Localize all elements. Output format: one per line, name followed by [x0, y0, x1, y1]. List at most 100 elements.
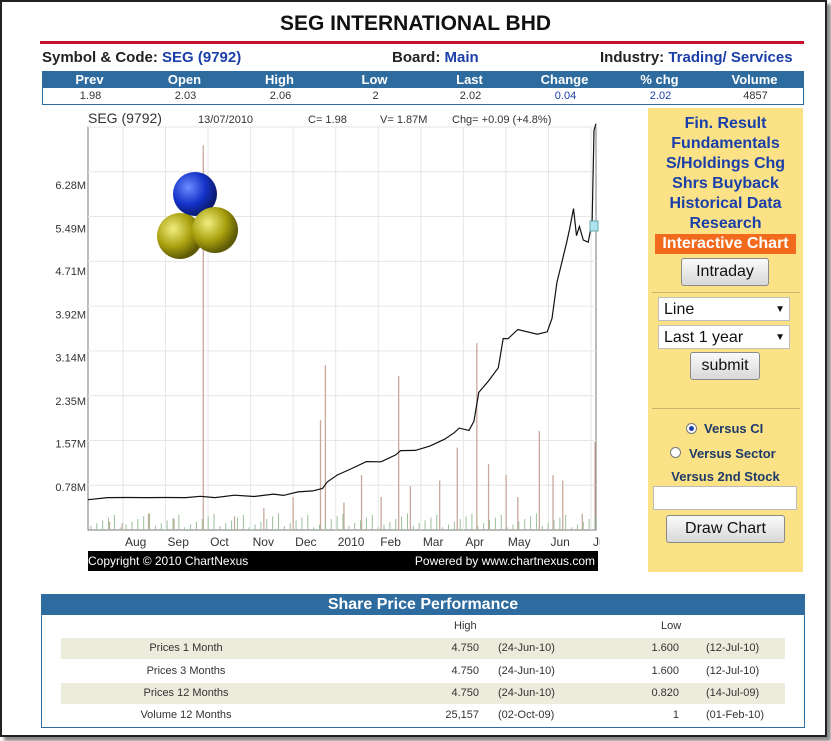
x-tick-label: Mar — [423, 535, 444, 549]
quote-header-volume: Volume — [731, 72, 778, 87]
link-shareholdings-change[interactable]: S/Holdings Chg — [665, 155, 786, 172]
last-price-marker — [589, 220, 599, 232]
chart-symbol: SEG (9792) — [88, 110, 162, 126]
quote-header-prev: Prev — [75, 72, 104, 87]
quote-last: 2.02 — [459, 90, 482, 102]
row-label: Prices 3 Months — [146, 665, 226, 677]
chevron-down-icon: ▼ — [775, 332, 785, 343]
board-label: Board: — [392, 49, 441, 66]
row-high-date: (24-Jun-10) — [498, 687, 555, 699]
link-fin-result[interactable]: Fin. Result — [684, 115, 767, 132]
quote-header-high: High — [265, 72, 294, 87]
row-high-date: (24-Jun-10) — [498, 642, 555, 654]
row-low-date: (14-Jul-09) — [706, 687, 760, 699]
x-tick-label: Jul — [593, 535, 600, 549]
high-column-header: High — [454, 620, 477, 632]
x-tick-label: Aug — [125, 535, 146, 549]
sidebar-divider-2 — [652, 408, 800, 409]
chart-type-value: Line — [664, 301, 695, 318]
versus-sector-radio[interactable] — [670, 447, 681, 458]
volume-tick-label: 2.35M — [55, 396, 86, 408]
quote-low: 2 — [372, 90, 379, 102]
submit-button[interactable]: submit — [690, 352, 760, 380]
x-tick-label: Oct — [210, 535, 229, 549]
row-high: 4.750 — [451, 665, 479, 677]
symbol-label: Symbol & Code: — [42, 49, 158, 66]
x-axis: Aug Sep Oct Nov Dec 2010 Feb Mar Apr May Jun Jul — [125, 535, 600, 549]
row-low-date: (12-Jul-10) — [706, 665, 760, 677]
row-low-date: (12-Jul-10) — [706, 642, 760, 654]
quote-header-last: Last — [456, 72, 483, 87]
link-historical-data[interactable]: Historical Data — [669, 195, 782, 212]
share-price-performance: Share Price Performance High Low Prices … — [41, 594, 805, 728]
table-row: Prices 3 Months 4.750 (24-Jun-10) 1.600 … — [61, 661, 785, 682]
link-fundamentals[interactable]: Fundamentals — [671, 135, 780, 152]
quote-header: Prev Open High Low Last Change % chg Vol… — [42, 71, 804, 88]
quote-pct-chg: 2.02 — [649, 90, 672, 102]
volume-tick-label: 5.49M — [55, 223, 86, 235]
chart-date: 13/07/2010 — [198, 114, 253, 126]
x-tick-label: Feb — [380, 535, 401, 549]
x-tick-label: May — [508, 535, 531, 549]
logo-blue-ball — [173, 172, 217, 216]
quote-change: 0.04 — [554, 90, 577, 102]
row-high-date: (02-Oct-09) — [498, 709, 555, 721]
row-low: 1.600 — [651, 642, 679, 654]
table-row: Prices 1 Month 4.750 (24-Jun-10) 1.600 (… — [61, 638, 785, 659]
intraday-button[interactable]: Intraday — [681, 258, 769, 286]
chart-change: Chg= +0.09 (+4.8%) — [452, 114, 551, 126]
row-high: 4.750 — [451, 642, 479, 654]
second-stock-input[interactable] — [653, 486, 797, 510]
industry-value: Trading/ Services — [668, 49, 793, 66]
chart-copyright: Copyright © 2010 ChartNexus — [88, 554, 248, 568]
link-research[interactable]: Research — [689, 215, 762, 232]
volume-tick-label: 3.92M — [55, 310, 86, 322]
symbol-info: Symbol & Code: SEG (9792) — [42, 49, 241, 66]
chevron-down-icon: ▼ — [775, 304, 785, 315]
table-row: Prices 12 Months 4.750 (24-Jun-10) 0.820… — [61, 683, 785, 704]
quote-open: 2.03 — [174, 90, 197, 102]
industry-label: Industry: — [600, 49, 665, 66]
row-label: Volume 12 Months — [140, 709, 232, 721]
link-interactive-chart[interactable]: Interactive Chart — [655, 234, 796, 254]
x-tick-label: Apr — [465, 535, 484, 549]
chart-powered-by: Powered by www.chartnexus.com — [415, 554, 595, 568]
sidebar-divider-1 — [652, 292, 800, 293]
period-value: Last 1 year — [664, 329, 744, 346]
row-low: 1 — [672, 709, 679, 721]
board-value: Main — [444, 49, 479, 66]
row-label: Prices 1 Month — [149, 642, 223, 654]
quote-high: 2.06 — [269, 90, 292, 102]
draw-chart-button[interactable]: Draw Chart — [666, 515, 785, 543]
row-high: 25,157 — [445, 709, 479, 721]
quote-header-low: Low — [361, 72, 388, 87]
versus-sector-label: Versus Sector — [689, 446, 776, 461]
x-tick-label: Jun — [550, 535, 569, 549]
x-tick-label: Nov — [253, 535, 274, 549]
chart-type-select[interactable]: Line ▼ — [658, 297, 790, 321]
volume-axis: 6.28M 5.49M 4.71M 3.92M 3.14M 2.35M 1.57M 0.78M — [55, 180, 86, 494]
price-line — [87, 123, 597, 501]
volume-tick-label: 1.57M — [55, 439, 86, 451]
link-shares-buyback[interactable]: Shrs Buyback — [672, 175, 779, 192]
price-chart[interactable]: 2.01.81.61.41.21.00.80.60.4 6.28M5.49M4.… — [40, 108, 600, 572]
plot-area — [87, 126, 597, 531]
title-divider — [40, 41, 804, 44]
company-logo — [157, 172, 238, 259]
volume-tick-label: 0.78M — [55, 482, 86, 494]
volume-tick-label: 6.28M — [55, 180, 86, 192]
chart-volume: V= 1.87M — [380, 114, 427, 126]
row-label: Prices 12 Months — [143, 687, 229, 699]
quote-values: 1.98 2.03 2.06 2 2.02 0.04 2.02 4857 — [42, 88, 804, 105]
period-select[interactable]: Last 1 year ▼ — [658, 325, 790, 349]
page-title: SEG INTERNATIONAL BHD — [279, 12, 552, 35]
row-low: 1.600 — [651, 665, 679, 677]
symbol-value: SEG (9792) — [162, 49, 242, 66]
x-tick-label: Dec — [295, 535, 316, 549]
grid-lines — [88, 126, 596, 530]
performance-title: Share Price Performance — [42, 595, 804, 615]
row-low-date: (01-Feb-10) — [706, 709, 765, 721]
volume-tick-label: 3.14M — [55, 352, 86, 364]
quote-header-open: Open — [167, 72, 202, 87]
versus-ci-radio[interactable] — [686, 423, 697, 434]
